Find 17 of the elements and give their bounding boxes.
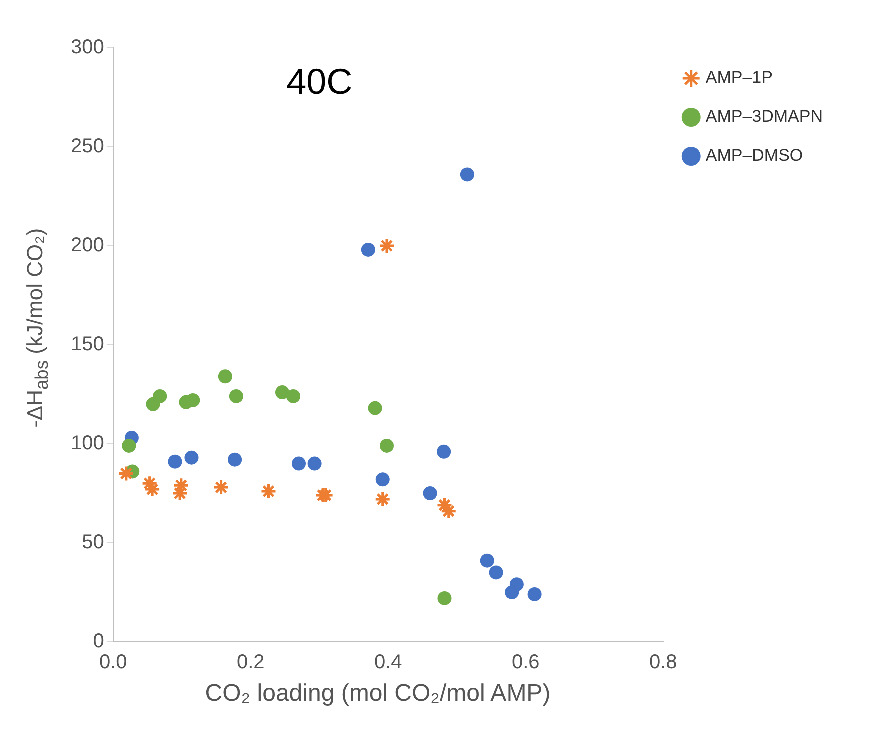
y-tick-label: 50 bbox=[82, 532, 104, 554]
y-tick-label: 300 bbox=[70, 36, 104, 59]
x-tick-label: 0.0 bbox=[99, 652, 128, 674]
chart-title: 40C bbox=[286, 60, 353, 102]
y-tick-label: 100 bbox=[70, 432, 104, 455]
x-tick-label: 0.2 bbox=[236, 652, 265, 674]
x-tick-label: 0.8 bbox=[649, 652, 678, 674]
x-axis-title: CO₂ loading (mol CO₂/mol AMP) bbox=[204, 680, 552, 708]
y-tick-label: 250 bbox=[70, 136, 104, 158]
legend-label: AMP–1P bbox=[706, 68, 773, 88]
x-tick-label: 0.6 bbox=[512, 652, 540, 674]
y-tick-label: 150 bbox=[70, 334, 104, 356]
x-tick-label: 0.4 bbox=[374, 652, 402, 674]
legend-label: AMP–DMSO bbox=[706, 146, 804, 166]
y-tick-label: 0 bbox=[93, 630, 104, 653]
y-tick-label: 200 bbox=[70, 234, 104, 257]
legend-label: AMP–3DMAPN bbox=[706, 107, 823, 126]
